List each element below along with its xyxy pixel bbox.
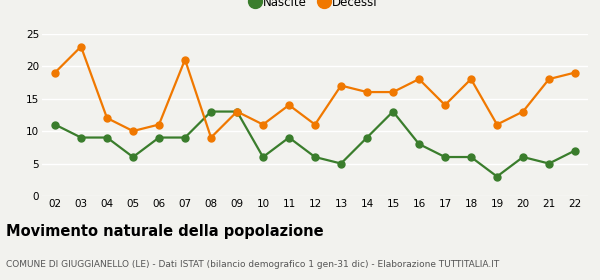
Decessi [233, 110, 241, 113]
Nascite [520, 155, 527, 159]
Nascite [286, 136, 293, 139]
Nascite [337, 162, 344, 165]
Decessi [493, 123, 500, 126]
Line: Nascite: Nascite [52, 108, 578, 180]
Nascite [389, 110, 397, 113]
Nascite [181, 136, 188, 139]
Nascite [364, 136, 371, 139]
Decessi [364, 90, 371, 94]
Nascite [493, 175, 500, 178]
Nascite [311, 155, 319, 159]
Decessi [130, 129, 137, 133]
Nascite [415, 142, 422, 146]
Text: Movimento naturale della popolazione: Movimento naturale della popolazione [6, 224, 323, 239]
Decessi [337, 84, 344, 87]
Decessi [259, 123, 266, 126]
Nascite [130, 155, 137, 159]
Decessi [286, 103, 293, 107]
Legend: Nascite, Decessi: Nascite, Decessi [248, 0, 382, 13]
Nascite [442, 155, 449, 159]
Nascite [571, 149, 578, 152]
Decessi [415, 77, 422, 81]
Nascite [233, 110, 241, 113]
Decessi [442, 103, 449, 107]
Nascite [52, 123, 59, 126]
Nascite [467, 155, 475, 159]
Decessi [52, 71, 59, 74]
Decessi [571, 71, 578, 74]
Decessi [389, 90, 397, 94]
Decessi [208, 136, 215, 139]
Nascite [259, 155, 266, 159]
Decessi [103, 116, 110, 120]
Decessi [467, 77, 475, 81]
Decessi [77, 45, 85, 48]
Nascite [208, 110, 215, 113]
Nascite [155, 136, 163, 139]
Line: Decessi: Decessi [52, 43, 578, 141]
Decessi [155, 123, 163, 126]
Decessi [520, 110, 527, 113]
Decessi [311, 123, 319, 126]
Text: COMUNE DI GIUGGIANELLO (LE) - Dati ISTAT (bilancio demografico 1 gen-31 dic) - E: COMUNE DI GIUGGIANELLO (LE) - Dati ISTAT… [6, 260, 499, 269]
Decessi [181, 58, 188, 61]
Decessi [545, 77, 553, 81]
Nascite [545, 162, 553, 165]
Nascite [77, 136, 85, 139]
Nascite [103, 136, 110, 139]
